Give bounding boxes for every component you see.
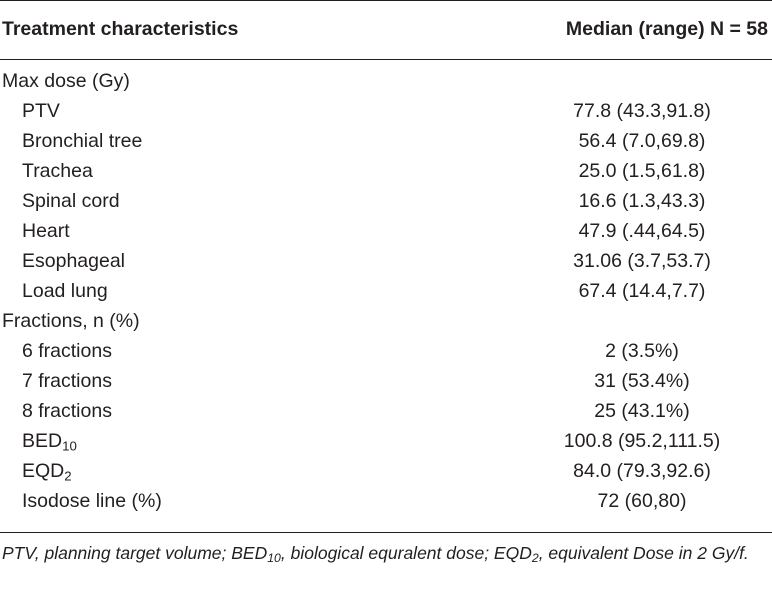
- row-label-subscript: 2: [64, 468, 72, 484]
- header-treatment-characteristics: Treatment characteristics: [2, 18, 239, 40]
- row-value: 77.8 (43.3,91.8): [573, 100, 711, 122]
- row-label: 7 fractions: [22, 370, 112, 392]
- table-row-7-fractions: 7 fractions 31 (53.4%): [0, 366, 772, 396]
- row-value: 100.8 (95.2,111.5): [563, 430, 721, 452]
- header-median-range: Median (range) N = 58: [565, 18, 768, 40]
- row-label: Esophageal: [22, 250, 126, 272]
- row-value: 25 (43.1%): [594, 400, 690, 422]
- table-body: Max dose (Gy) PTV 77.8 (43.3,91.8) Bronc…: [0, 66, 772, 516]
- row-label: Heart: [22, 220, 70, 242]
- row-value: 47.9 (.44,64.5): [578, 220, 706, 242]
- row-value: 16.6 (1.3,43.3): [578, 190, 706, 212]
- table-bottom-rule: [0, 532, 772, 533]
- table-header-row: Treatment characteristics Median (range)…: [0, 0, 772, 59]
- footnote-text-2: , biological equralent dose; EQD: [280, 543, 532, 563]
- row-label: PTV: [22, 100, 60, 122]
- table-row-8-fractions: 8 fractions 25 (43.1%): [0, 396, 772, 426]
- table-row-load-lung: Load lung 67.4 (14.4,7.7): [0, 276, 772, 306]
- table-row-6-fractions: 6 fractions 2 (3.5%): [0, 336, 772, 366]
- table-row-heart: Heart 47.9 (.44,64.5): [0, 216, 772, 246]
- row-label-main: EQD: [22, 460, 65, 482]
- table-header-rule: [0, 59, 772, 60]
- row-label: Max dose (Gy): [2, 70, 130, 92]
- table-top-rule: [0, 0, 772, 1]
- table-row-eqd2: EQD2 84.0 (79.3,92.6): [0, 456, 772, 486]
- table-row-bed10: BED10 100.8 (95.2,111.5): [0, 426, 772, 456]
- footnote-text-1: PTV, planning target volume; BED: [2, 543, 268, 563]
- table-row-max-dose: Max dose (Gy): [0, 66, 772, 96]
- row-value: 2 (3.5%): [605, 340, 679, 362]
- row-label: 8 fractions: [22, 400, 112, 422]
- table-row-ptv: PTV 77.8 (43.3,91.8): [0, 96, 772, 126]
- row-value: 31.06 (3.7,53.7): [573, 250, 711, 272]
- row-label: Fractions, n (%): [2, 310, 140, 332]
- row-value: 25.0 (1.5,61.8): [578, 160, 706, 182]
- table-row-fractions: Fractions, n (%): [0, 306, 772, 336]
- row-label: Isodose line (%): [22, 490, 162, 512]
- row-label: Bronchial tree: [22, 130, 143, 152]
- row-label: EQD2: [22, 458, 72, 484]
- row-label: BED10: [22, 428, 77, 454]
- footnote-subscript-2: 2: [531, 551, 539, 566]
- row-label: Load lung: [22, 280, 108, 302]
- table-footnote: PTV, planning target volume; BED10, biol…: [2, 540, 762, 567]
- row-value: 56.4 (7.0,69.8): [578, 130, 706, 152]
- table-row-spinal-cord: Spinal cord 16.6 (1.3,43.3): [0, 186, 772, 216]
- row-value: 84.0 (79.3,92.6): [573, 460, 711, 482]
- table-row-trachea: Trachea 25.0 (1.5,61.8): [0, 156, 772, 186]
- table-row-isodose-line: Isodose line (%) 72 (60,80): [0, 486, 772, 516]
- row-label: 6 fractions: [22, 340, 112, 362]
- row-label: Trachea: [22, 160, 93, 182]
- row-value: 31 (53.4%): [594, 370, 690, 392]
- table-row-bronchial-tree: Bronchial tree 56.4 (7.0,69.8): [0, 126, 772, 156]
- footnote-text-3: , equivalent Dose in 2 Gy/f.: [538, 543, 749, 563]
- row-label-main: BED: [22, 430, 63, 452]
- row-value: 67.4 (14.4,7.7): [578, 280, 706, 302]
- footnote-subscript-1: 10: [267, 551, 281, 566]
- row-value: 72 (60,80): [597, 490, 687, 512]
- row-label: Spinal cord: [22, 190, 120, 212]
- row-label-subscript: 10: [62, 438, 77, 454]
- table-row-esophageal: Esophageal 31.06 (3.7,53.7): [0, 246, 772, 276]
